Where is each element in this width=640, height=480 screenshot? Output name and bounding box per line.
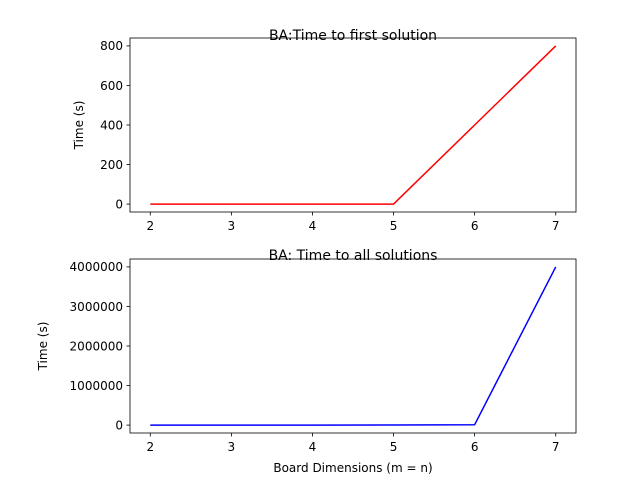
y-tick-label: 600 <box>100 79 123 93</box>
series-line <box>150 45 557 205</box>
y-tick-label: 4000000 <box>70 260 123 274</box>
y-tick-label: 0 <box>115 197 123 211</box>
series-line <box>150 266 557 426</box>
y-tick-label: 2000000 <box>70 339 123 353</box>
x-tick-label: 4 <box>309 219 317 233</box>
y-axis-label: Time (s) <box>36 322 50 372</box>
chart-title: BA:Time to first solution <box>269 28 437 44</box>
y-tick-label: 400 <box>100 118 123 132</box>
x-axis-label: Board Dimensions (m = n) <box>273 461 432 475</box>
x-tick-label: 3 <box>228 219 236 233</box>
axes-frame <box>129 37 577 213</box>
x-tick-label: 3 <box>228 440 236 454</box>
x-tick-label: 7 <box>552 440 560 454</box>
axes-frame <box>129 258 577 434</box>
y-tick-label: 800 <box>100 39 123 53</box>
x-tick-label: 6 <box>471 219 479 233</box>
x-tick-label: 2 <box>146 219 154 233</box>
y-tick-label: 3000000 <box>70 300 123 314</box>
x-tick-label: 7 <box>552 219 560 233</box>
chart-title: BA: Time to all solutions <box>269 248 438 264</box>
y-tick-label: 0 <box>115 418 123 432</box>
chart-all-solutions: BA: Time to all solutions 2 3 4 5 6 7 0 1000000 2… <box>36 248 577 475</box>
x-tick-label: 2 <box>146 440 154 454</box>
y-axis-label: Time (s) <box>72 101 86 151</box>
x-tick-label: 4 <box>309 440 317 454</box>
y-tick-label: 200 <box>100 158 123 172</box>
y-tick-label: 1000000 <box>70 379 123 393</box>
x-tick-label: 6 <box>471 440 479 454</box>
chart-first-solution: BA:Time to first solution 2 3 4 5 6 7 0 200 400 60… <box>72 28 577 233</box>
x-tick-label: 5 <box>390 219 398 233</box>
x-tick-label: 5 <box>390 440 398 454</box>
